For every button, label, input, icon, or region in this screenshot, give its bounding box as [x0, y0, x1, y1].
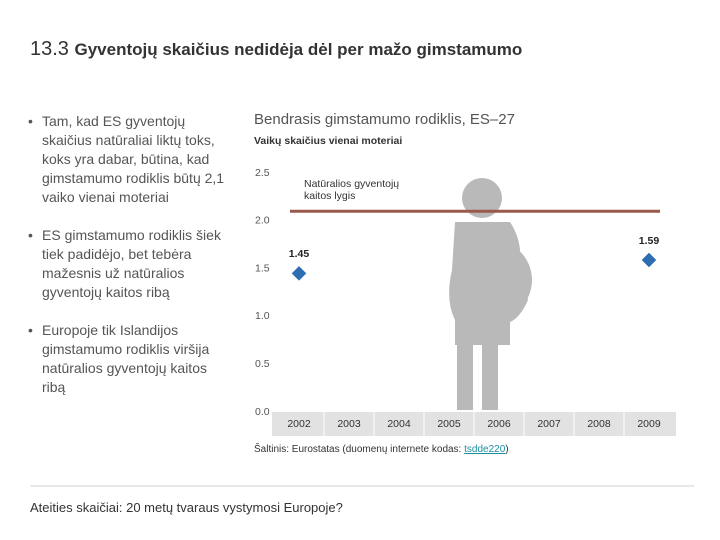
bullet-text: ES gimstamumo rodiklis šiek tiek padidėj… [42, 227, 221, 300]
x-tick-label: 2006 [487, 418, 511, 430]
bullet-list: Tam, kad ES gyventojų skaičius natūralia… [28, 112, 233, 416]
y-tick-label: 1.5 [255, 262, 270, 274]
x-tick-label: 2004 [387, 418, 411, 430]
x-tick-label: 2002 [287, 418, 311, 430]
chart-title: Bendrasis gimstamumo rodiklis, ES–27 [254, 111, 515, 128]
silhouette [449, 178, 532, 410]
x-tick-label: 2003 [337, 418, 361, 430]
data-point [290, 264, 308, 283]
y-tick-label: 1.0 [255, 310, 270, 322]
data-label: 1.59 [639, 235, 660, 247]
source-prefix: Šaltinis: Eurostatas (duomenų internete … [254, 444, 465, 455]
reference-label: Natūralios gyventojų kaitos lygis [304, 178, 400, 202]
source-link[interactable]: tsdde220 [464, 444, 506, 455]
y-tick-label: 2.5 [255, 167, 270, 179]
bullet: Tam, kad ES gyventojų skaičius natūralia… [28, 112, 233, 207]
x-tick-label: 2008 [587, 418, 611, 430]
y-tick-label: 0.5 [255, 358, 270, 370]
x-tick-label: 2009 [637, 418, 661, 430]
data-point [640, 251, 658, 269]
bullet: ES gimstamumo rodiklis šiek tiek padidėj… [28, 226, 233, 302]
bullet-text: Europoje tik Islandijos gimstamumo rodik… [42, 322, 210, 395]
x-tick-label: 2005 [437, 418, 461, 430]
title-number: 13.3 [30, 38, 69, 60]
bullet-text: Tam, kad ES gyventojų skaičius natūralia… [42, 113, 225, 205]
y-tick-label: 2.0 [255, 215, 270, 227]
x-tick-label: 2007 [537, 418, 561, 430]
footer: Ateities skaičiai: 20 metų tvaraus vysty… [30, 500, 343, 515]
source: Šaltinis: Eurostatas (duomenų internete … [254, 444, 509, 455]
source-suffix: ) [505, 444, 509, 455]
title-text: Gyventojų skaičius nedidėja dėl per mažo… [74, 40, 523, 59]
bullet: Europoje tik Islandijos gimstamumo rodik… [28, 321, 233, 397]
chart-subtitle: Vaikų skaičius vienai moteriai [254, 135, 402, 147]
data-label: 1.45 [289, 248, 310, 260]
title: 13.3 Gyventojų skaičius nedidėja dėl per… [30, 38, 522, 61]
y-tick-label: 0.0 [255, 406, 270, 418]
